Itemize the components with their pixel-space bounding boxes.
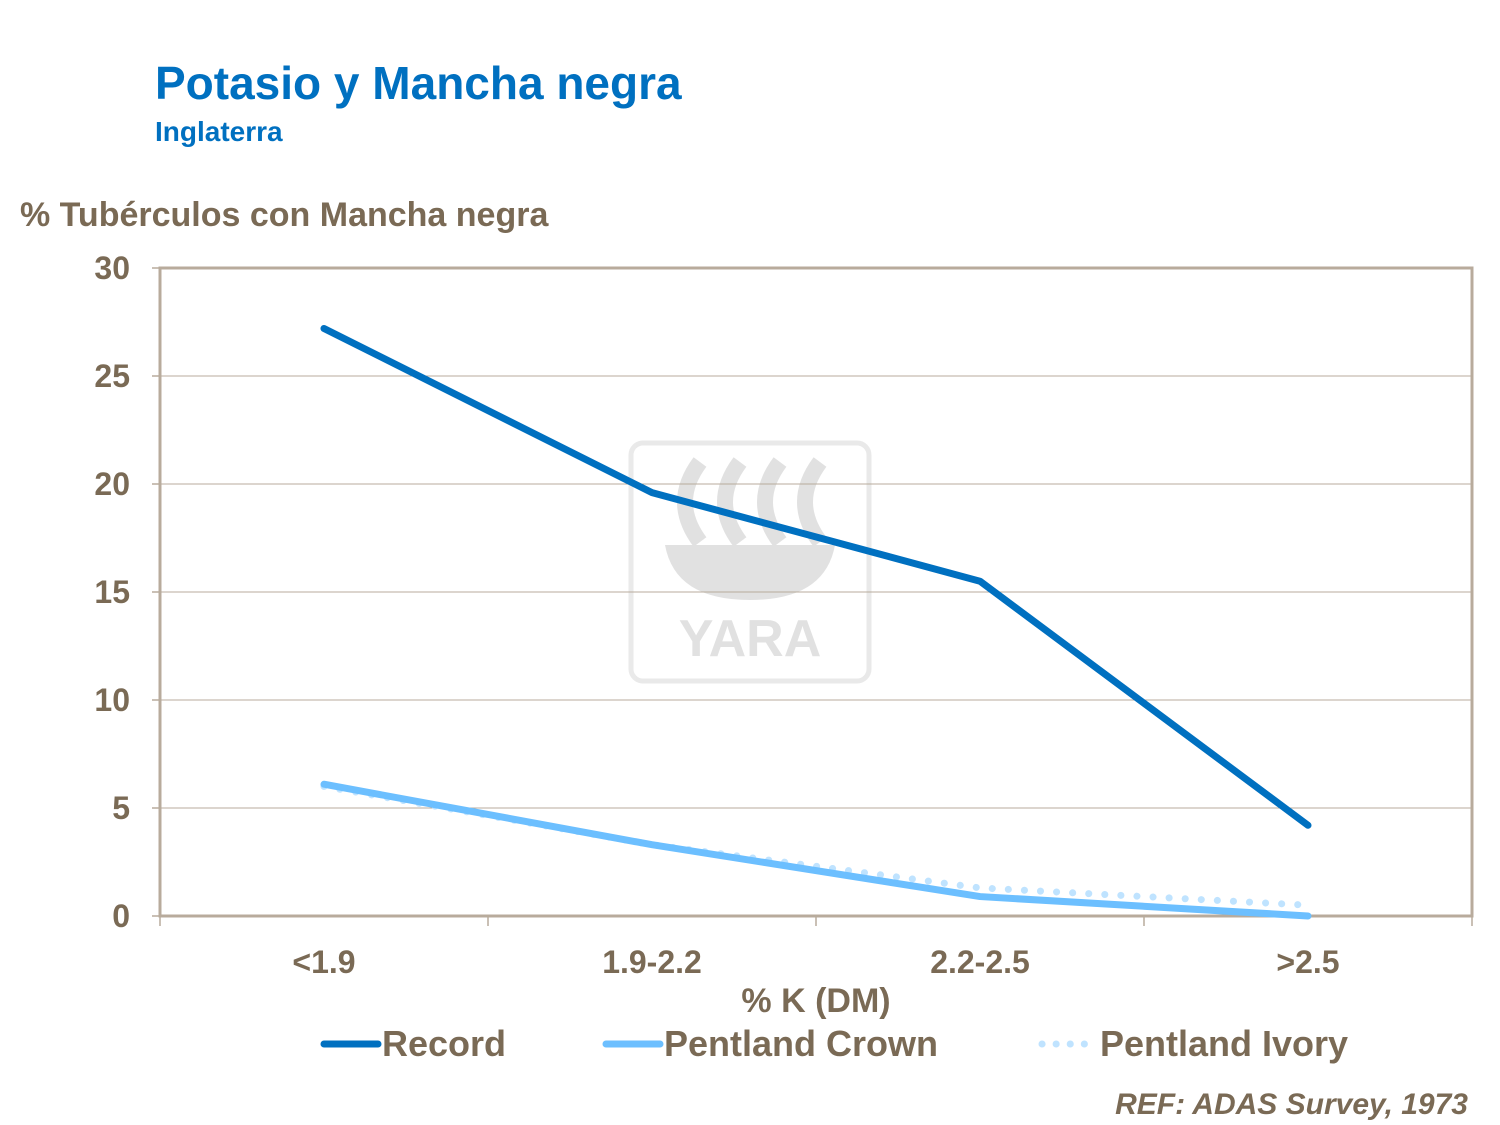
x-tick-label: >2.5 [1276, 944, 1339, 980]
x-tick-label: 2.2-2.5 [930, 944, 1030, 980]
x-tick-label: <1.9 [292, 944, 355, 980]
y-tick-label: 10 [94, 682, 130, 718]
y-tick-label: 20 [94, 466, 130, 502]
chart-title: Potasio y Mancha negra [155, 57, 682, 109]
series-line-record [320, 324, 1312, 829]
reference-note: REF: ADAS Survey, 1973 [1115, 1088, 1468, 1121]
watermark-text: YARA [679, 610, 822, 668]
y-tick-label: 5 [112, 790, 130, 826]
y-tick-label: 0 [112, 898, 130, 934]
y-tick-label: 30 [94, 250, 130, 286]
y-axis-label: % Tubérculos con Mancha negra [20, 196, 549, 234]
legend-label: Pentland Ivory [1100, 1023, 1348, 1064]
y-tick-label: 25 [94, 358, 130, 394]
legend-label: Record [382, 1023, 506, 1064]
yara-watermark: YARA [628, 440, 872, 684]
legend-label: Pentland Crown [664, 1023, 938, 1064]
chart-subtitle: Inglaterra [155, 116, 283, 147]
series-line-pentland-ivory [320, 782, 1312, 909]
series-line-pentland-crown [320, 780, 1312, 920]
x-tick-label: 1.9-2.2 [602, 944, 702, 980]
y-tick-label: 15 [94, 574, 130, 610]
x-axis-label: % K (DM) [741, 982, 890, 1020]
